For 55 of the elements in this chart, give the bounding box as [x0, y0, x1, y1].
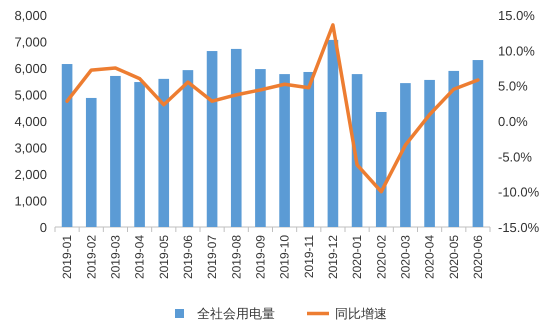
x-tick-label: 2019-02 [84, 234, 98, 280]
x-tick-label: 2020-03 [398, 234, 412, 280]
bar [134, 82, 145, 227]
y-tick-label: 3,000 [14, 140, 47, 156]
bar [230, 48, 242, 227]
x-tick-label: 2019-06 [180, 234, 195, 280]
x-tick-label: 2019-05 [156, 234, 171, 280]
x-tick-label: 2019-09 [253, 234, 268, 280]
y2-tick-label: -10.0% [498, 184, 540, 200]
bar [206, 51, 218, 227]
line-series [65, 23, 480, 194]
bar [472, 60, 484, 227]
bar [303, 72, 314, 227]
x-tick-label: 2019-10 [278, 234, 292, 280]
y-tick-label: 1,000 [14, 194, 47, 208]
x-tick-label: 2019-07 [205, 234, 220, 280]
x-tick-label: 2020-04 [422, 234, 437, 280]
y-tick-label: 5,000 [14, 88, 47, 102]
y-tick-label: 8,000 [14, 8, 47, 23]
x-tick-label: 2019-04 [132, 234, 147, 280]
y2-tick-label: -5.0% [498, 149, 532, 164]
x-tick-label: 2020-06 [470, 234, 485, 280]
y-tick-label: 6,000 [14, 61, 47, 76]
bar [424, 80, 435, 227]
y2-tick-label: 10.0% [498, 43, 536, 58]
x-tick-label: 2019-12 [326, 234, 340, 280]
bar [110, 76, 121, 227]
bar [328, 40, 338, 227]
bar [352, 74, 362, 227]
x-tick-label: 2019-01 [60, 234, 74, 280]
legend-label: 同比增速 [335, 306, 387, 321]
y2-tick-label: 15.0% [498, 8, 536, 23]
bar [400, 83, 411, 227]
x-tick-label: 2019-03 [108, 234, 122, 280]
x-tick-label: 2020-02 [374, 234, 388, 280]
x-tick-label: 2019-08 [229, 234, 244, 280]
y2-tick-label: 5.0% [498, 78, 528, 94]
bar [255, 69, 266, 227]
x-tick-label: 2020-05 [446, 234, 461, 280]
bar [376, 112, 387, 227]
bar [279, 74, 290, 227]
bar [62, 64, 72, 227]
bar [448, 70, 460, 227]
y2-tick-label: -15.0% [498, 220, 540, 235]
y-tick-label: 0 [40, 220, 47, 235]
y-tick-label: 7,000 [14, 34, 47, 50]
y-tick-label: 2,000 [14, 167, 47, 182]
x-tick-label: 2020-01 [350, 234, 364, 280]
bar [158, 78, 170, 227]
legend-label: 全社会用电量 [197, 306, 275, 321]
bar [182, 70, 194, 227]
y2-tick-label: 0.0% [498, 114, 528, 129]
bar [86, 98, 97, 227]
y-tick-label: 4,000 [14, 114, 47, 129]
x-tick-label: 2019-11 [302, 234, 316, 278]
